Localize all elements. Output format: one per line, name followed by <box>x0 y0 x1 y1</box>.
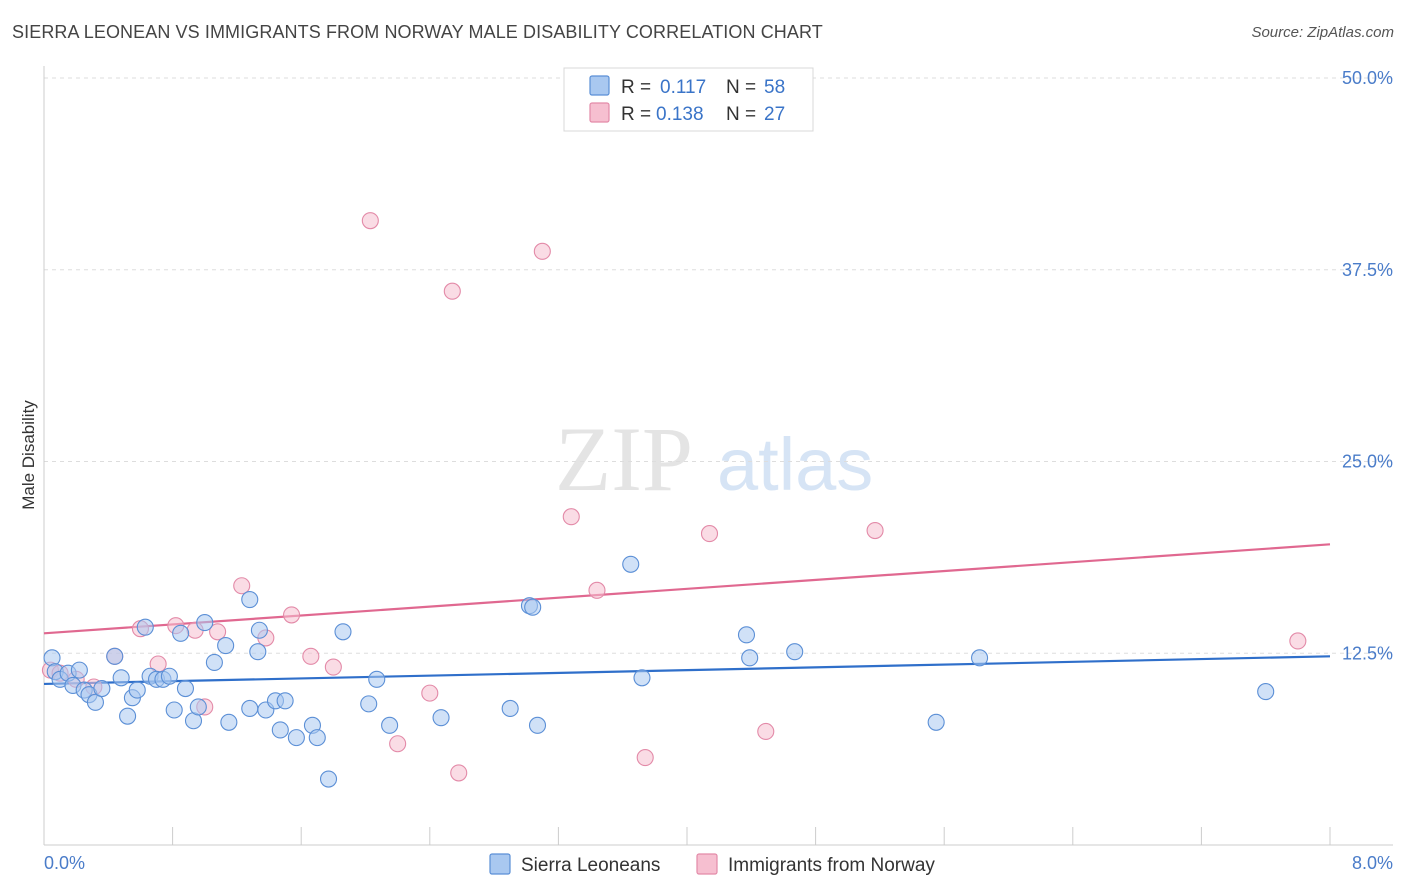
point-sierra-28 <box>220 713 238 731</box>
point-sierra-57 <box>1257 683 1275 701</box>
point-norway-21 <box>533 242 551 260</box>
point-sierra-46 <box>501 699 519 718</box>
y-tick-labels: 12.5% 25.0% 37.5% 50.0% <box>1342 68 1393 663</box>
bottom-legend-label-1: Sierra Leoneans <box>521 855 660 876</box>
point-norway-14 <box>302 647 320 665</box>
source-credit: Source: ZipAtlas.com <box>1251 24 1394 41</box>
point-norway-27 <box>866 521 884 540</box>
point-sierra-56 <box>971 649 989 667</box>
legend-r-value-1: 0.117 <box>660 77 706 98</box>
point-norway-25 <box>700 525 719 543</box>
grid-lines <box>44 77 1393 654</box>
top-legend: R = 0.117 N = 58 R = 0.138 N = 27 <box>563 67 814 132</box>
point-norway-20 <box>450 764 468 782</box>
point-sierra-10 <box>106 647 124 665</box>
point-sierra-20 <box>165 701 183 719</box>
data-points <box>41 212 1307 788</box>
point-sierra-14 <box>128 681 146 699</box>
point-sierra-19 <box>160 667 178 685</box>
y-tick-label-2: 37.5% <box>1342 260 1393 280</box>
point-sierra-54 <box>786 643 804 661</box>
point-sierra-52 <box>737 626 756 644</box>
point-sierra-40 <box>319 770 338 788</box>
legend-n-label-2: N = <box>726 104 756 125</box>
y-tick-label-1: 25.0% <box>1342 452 1393 472</box>
point-sierra-45 <box>432 709 450 727</box>
point-sierra-15 <box>136 618 154 636</box>
point-sierra-9 <box>93 679 111 698</box>
bottom-legend: Sierra Leoneans Immigrants from Norway <box>489 853 935 876</box>
point-sierra-44 <box>381 716 399 734</box>
y-tick-label-0: 12.5% <box>1342 643 1393 663</box>
point-sierra-27 <box>217 637 235 655</box>
y-axis-label: Male Disability <box>19 400 38 510</box>
point-norway-19 <box>443 282 461 300</box>
point-norway-26 <box>757 722 775 741</box>
point-norway-16 <box>361 212 379 230</box>
point-norway-22 <box>562 508 580 526</box>
point-sierra-8 <box>86 693 104 711</box>
point-sierra-24 <box>189 698 207 716</box>
legend-n-label-1: N = <box>726 77 756 98</box>
legend-n-value-1: 58 <box>764 77 785 98</box>
point-sierra-43 <box>368 670 386 688</box>
bottom-legend-swatch-blue <box>489 853 511 875</box>
point-sierra-22 <box>176 679 195 698</box>
y-tick-label-3: 50.0% <box>1342 68 1393 88</box>
legend-r-label-2: R = <box>621 104 651 125</box>
point-sierra-55 <box>927 713 945 731</box>
point-norway-24 <box>636 749 654 767</box>
legend-n-value-2: 27 <box>764 104 785 125</box>
legend-swatch-pink <box>589 102 610 123</box>
point-norway-28 <box>1289 632 1307 650</box>
point-sierra-29 <box>241 699 259 718</box>
point-sierra-50 <box>622 555 640 573</box>
axes <box>43 66 1393 846</box>
point-norway-13 <box>283 606 301 624</box>
point-norway-10 <box>209 623 227 641</box>
point-sierra-11 <box>112 669 130 687</box>
point-sierra-25 <box>196 614 214 632</box>
point-sierra-30 <box>241 591 259 609</box>
point-sierra-49 <box>528 716 547 734</box>
legend-r-value-2: 0.138 <box>656 104 704 125</box>
point-sierra-26 <box>205 653 223 672</box>
x-tick-label-min: 0.0% <box>44 853 85 873</box>
point-sierra-48 <box>524 598 542 616</box>
point-sierra-41 <box>334 623 352 641</box>
point-sierra-5 <box>70 661 88 679</box>
bottom-legend-label-2: Immigrants from Norway <box>728 855 935 876</box>
point-sierra-51 <box>633 669 651 687</box>
point-sierra-12 <box>119 707 137 725</box>
point-sierra-39 <box>308 729 326 747</box>
x-tick-label-max: 8.0% <box>1352 853 1393 873</box>
point-sierra-21 <box>172 624 190 642</box>
trend-lines <box>43 543 1331 686</box>
point-sierra-35 <box>271 721 289 739</box>
point-sierra-32 <box>250 621 268 639</box>
point-norway-23 <box>588 581 606 599</box>
chart-title: SIERRA LEONEAN VS IMMIGRANTS FROM NORWAY… <box>12 22 823 42</box>
point-sierra-31 <box>249 643 267 661</box>
trend-line-sierra <box>43 655 1331 686</box>
watermark-zip: ZIP <box>555 408 693 510</box>
trend-line-norway <box>43 543 1331 635</box>
point-sierra-37 <box>287 729 305 747</box>
watermark-atlas: atlas <box>717 423 873 506</box>
bottom-legend-swatch-pink <box>696 853 718 875</box>
point-norway-17 <box>389 735 407 753</box>
point-sierra-36 <box>276 692 294 710</box>
point-norway-18 <box>421 684 439 702</box>
legend-swatch-blue <box>589 75 610 96</box>
point-norway-11 <box>233 577 251 595</box>
point-norway-15 <box>324 658 342 676</box>
point-sierra-53 <box>741 649 759 667</box>
point-sierra-42 <box>360 695 378 713</box>
legend-r-label-1: R = <box>621 77 651 98</box>
